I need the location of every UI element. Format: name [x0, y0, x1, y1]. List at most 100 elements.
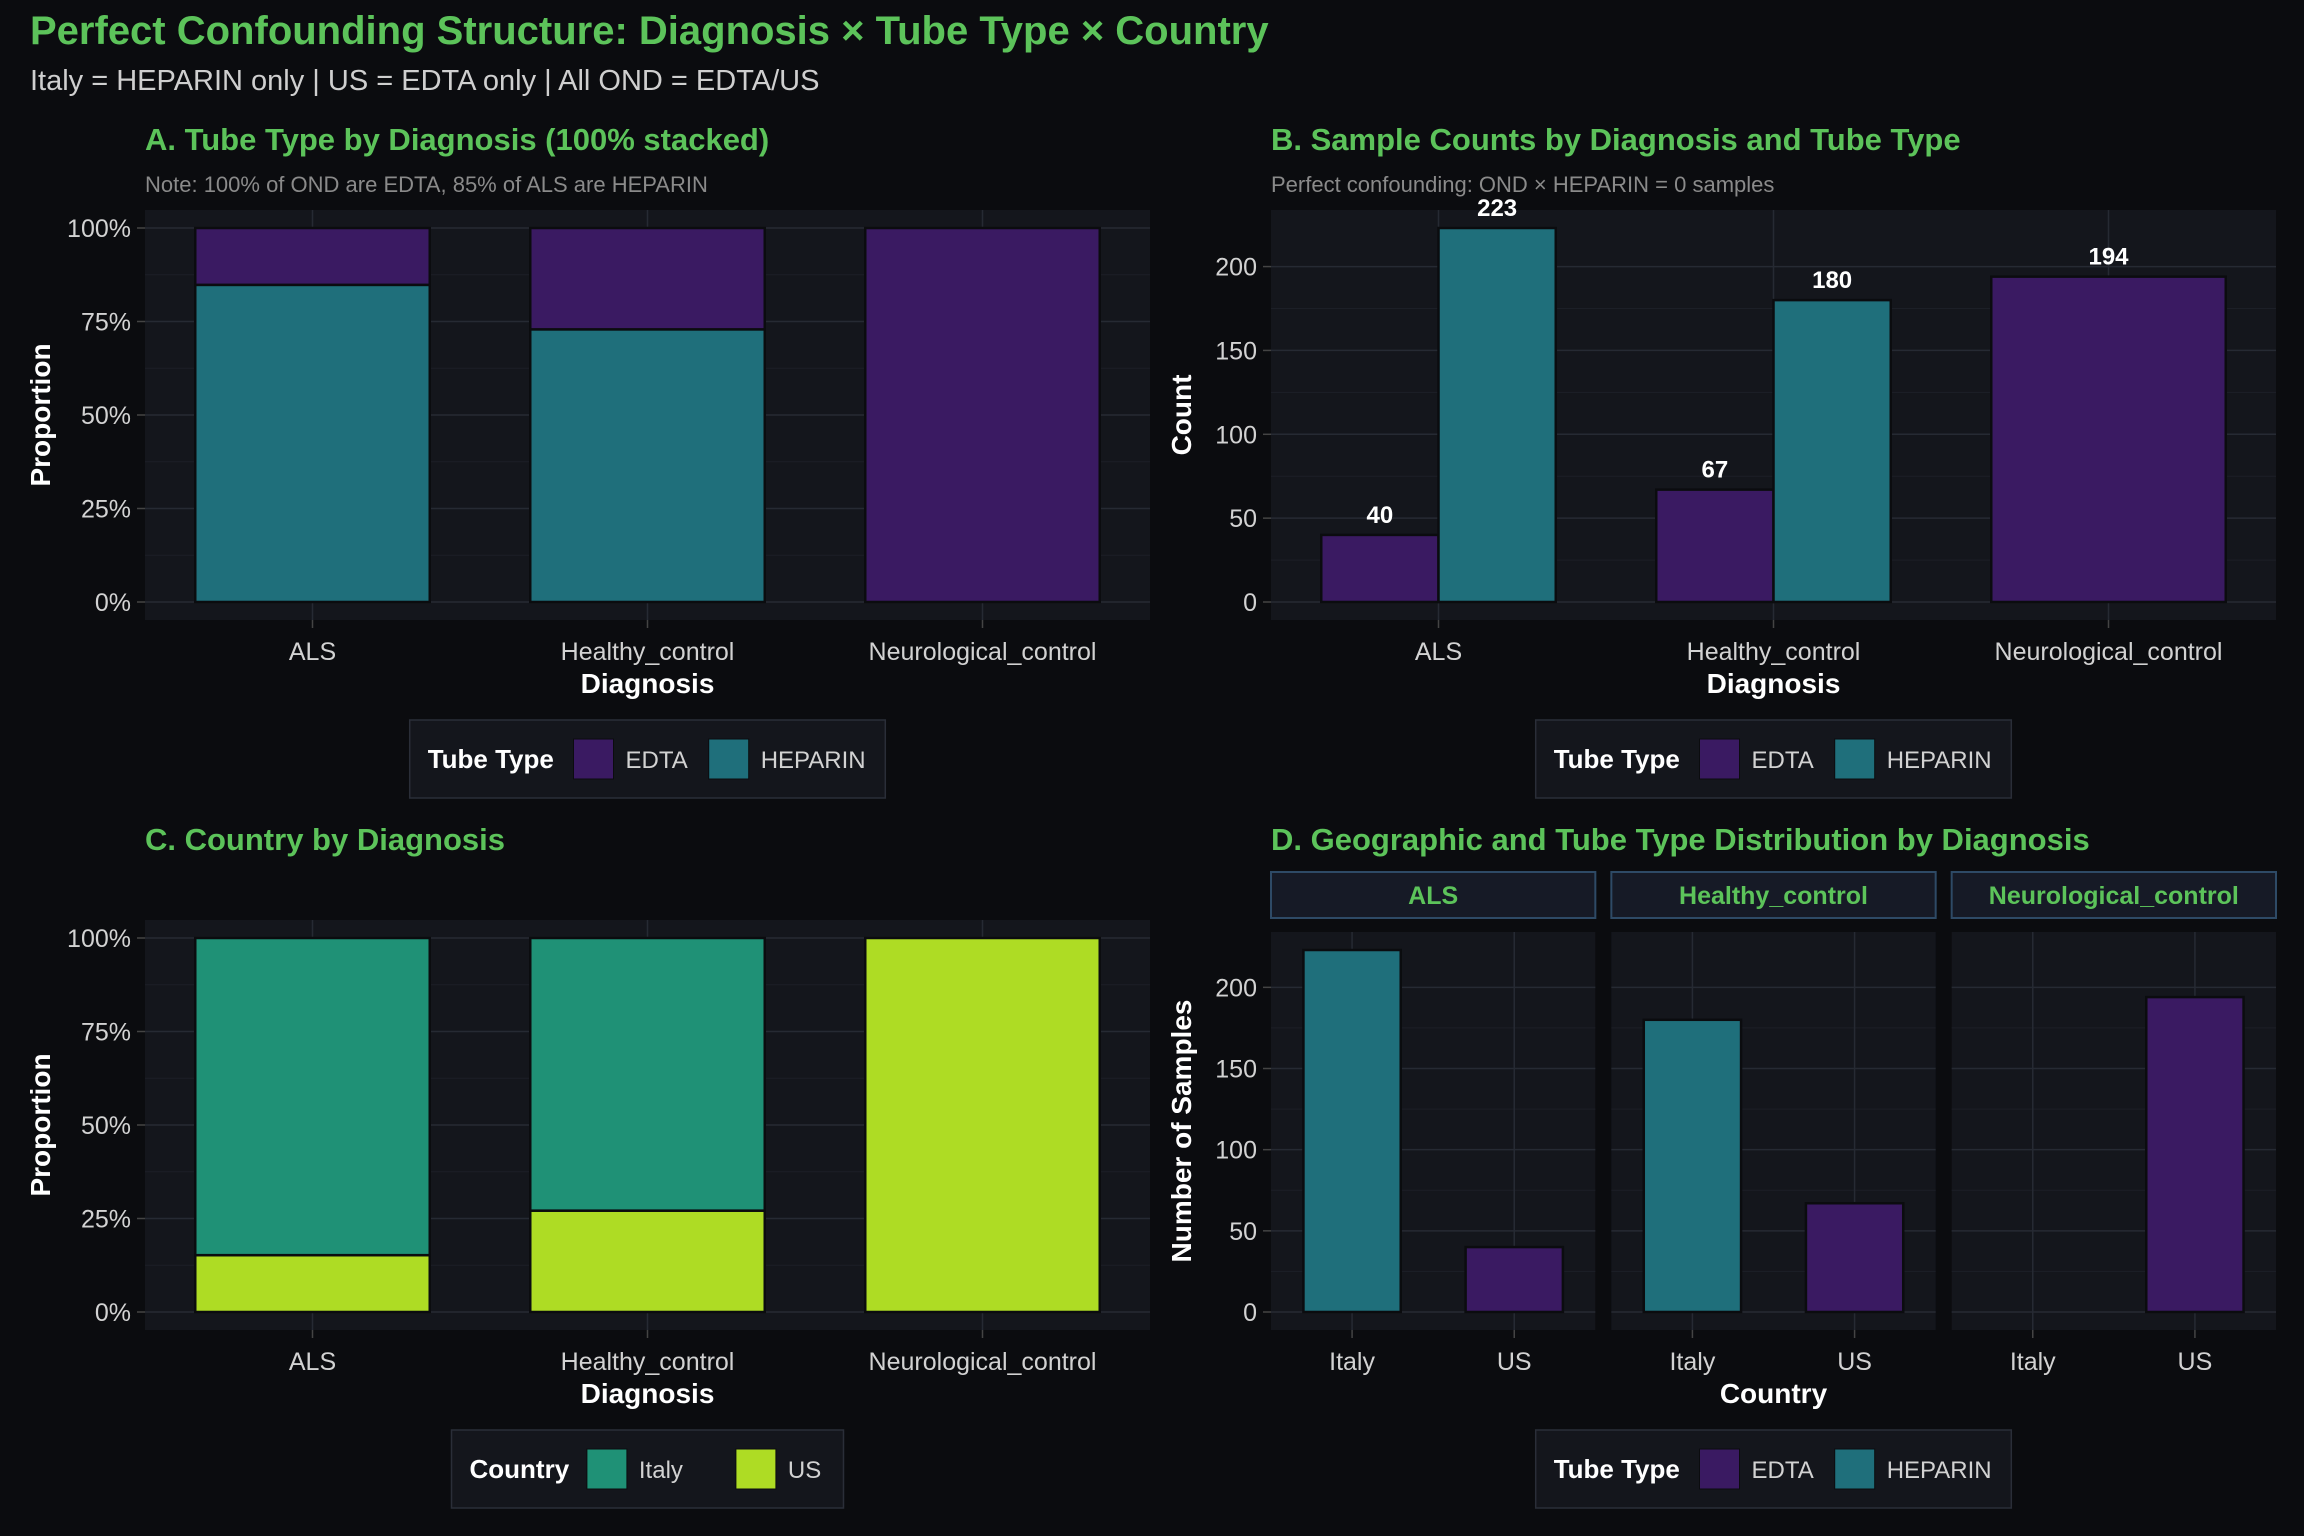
legend-label-italy: Italy	[639, 1457, 683, 1484]
bar-italy-healthy_control	[529, 936, 766, 1212]
bar-italy	[1642, 1018, 1743, 1314]
bar-heparin-als	[194, 283, 431, 604]
x-tick-label: US	[1497, 1348, 1532, 1376]
x-tick-label: ALS	[1415, 638, 1462, 666]
facet-strip-label: Neurological_control	[1989, 882, 2239, 910]
y-tick-label: 50%	[81, 402, 131, 430]
x-tick-label: ALS	[289, 638, 336, 666]
facet-strip	[1950, 871, 2277, 919]
facet-healthy_control: Healthy_control Italy US	[1610, 871, 1937, 1376]
panel-title: A. Tube Type by Diagnosis (100% stacked)	[145, 122, 769, 157]
x-axis-title: Diagnosis	[581, 668, 715, 699]
bar-us-healthy_control	[529, 1209, 766, 1314]
data-label: 223	[1477, 195, 1517, 222]
y-tick-label: 100	[1215, 421, 1257, 449]
figure-subtitle: Italy = HEPARIN only | US = EDTA only | …	[30, 65, 819, 97]
x-tick-label: Neurological_control	[869, 638, 1097, 666]
legend-label-edta: EDTA	[626, 747, 688, 774]
legend-swatch-edta	[1699, 1448, 1740, 1490]
facet-als: ALS Italy US	[1270, 871, 1597, 1376]
facet-strip-label: Healthy_control	[1679, 882, 1868, 910]
y-axis-title: Proportion	[25, 343, 56, 486]
bar-italy-als	[194, 936, 431, 1257]
bar-heparin-healthy_control	[1772, 298, 1892, 604]
y-axis-title: Number of Samples	[1166, 1000, 1197, 1263]
panel-c: C. Country by Diagnosis 0% 25% 50% 75% 100% AL…	[25, 822, 1150, 1509]
y-tick-label: 100%	[67, 215, 131, 243]
y-tick-label: 25%	[81, 1206, 131, 1234]
y-tick-label: 200	[1215, 974, 1257, 1002]
y-tick-label: 200	[1215, 254, 1257, 282]
panel-a: A. Tube Type by Diagnosis (100% stacked)…	[25, 122, 1150, 799]
facet-strip	[1270, 871, 1597, 919]
legend-box	[1534, 1429, 2013, 1509]
y-axis-title: Proportion	[25, 1053, 56, 1196]
x-tick-label: US	[2178, 1348, 2213, 1376]
x-tick-label: Neurological_control	[869, 1348, 1097, 1376]
legend-swatch-heparin	[1834, 1448, 1876, 1490]
y-tick-label: 0%	[95, 589, 131, 617]
panel-subtitle: Note: 100% of OND are EDTA, 85% of ALS a…	[145, 172, 708, 197]
bar-edta-neurological_control	[864, 226, 1101, 604]
legend-box	[408, 719, 887, 799]
legend-swatch-edta	[573, 738, 614, 780]
bar-us	[1804, 1201, 1905, 1314]
figure-title: Perfect Confounding Structure: Diagnosis…	[30, 9, 1269, 53]
bar-us-neurological_control	[864, 936, 1101, 1314]
y-tick-label: 75%	[81, 1019, 131, 1047]
bar-heparin-healthy_control	[529, 328, 766, 604]
data-label: 40	[1367, 502, 1394, 529]
data-label: 194	[2088, 244, 2129, 271]
y-tick-label: 0	[1243, 589, 1257, 617]
x-axis-title: Country	[1720, 1378, 1828, 1409]
legend-swatch-italy	[586, 1448, 628, 1490]
bar-edta-neurological_control	[1990, 275, 2227, 604]
legend-title: Tube Type	[1554, 1454, 1680, 1484]
data-label: 180	[1812, 267, 1852, 294]
legend-swatch-heparin	[708, 738, 750, 780]
bar-heparin-als	[1437, 226, 1557, 604]
bar-us-als	[194, 1253, 431, 1314]
bar-edta-als	[194, 226, 431, 287]
panels: A. Tube Type by Diagnosis (100% stacked)…	[25, 122, 2277, 1509]
panel-title: B. Sample Counts by Diagnosis and Tube T…	[1271, 122, 1961, 157]
panel-title: D. Geographic and Tube Type Distribution…	[1271, 822, 2090, 857]
bar-us	[1464, 1245, 1565, 1314]
y-tick-label: 150	[1215, 337, 1257, 365]
x-axis-title: Diagnosis	[1707, 668, 1841, 699]
legend-label-heparin: HEPARIN	[1887, 1457, 1992, 1484]
legend-title: Tube Type	[1554, 744, 1680, 774]
facet-strip-label: ALS	[1408, 882, 1458, 910]
legend-swatch-us	[735, 1448, 777, 1490]
facet-strip	[1610, 871, 1937, 919]
legend-label-heparin: HEPARIN	[761, 747, 866, 774]
panel-title: C. Country by Diagnosis	[145, 822, 505, 857]
x-tick-label: Italy	[1669, 1348, 1715, 1376]
legend-box	[1534, 719, 2013, 799]
x-tick-label: Healthy_control	[561, 638, 735, 666]
x-tick-label: Italy	[1329, 1348, 1375, 1376]
y-tick-label: 75%	[81, 309, 131, 337]
y-tick-label: 100	[1215, 1137, 1257, 1165]
x-tick-label: Italy	[2010, 1348, 2056, 1376]
y-tick-label: 50	[1229, 1218, 1257, 1246]
legend-label-edta: EDTA	[1752, 1457, 1814, 1484]
legend-swatch-edta	[1699, 738, 1740, 780]
bar-italy	[1302, 948, 1402, 1314]
y-tick-label: 50	[1229, 505, 1257, 533]
panel-subtitle: Perfect confounding: OND × HEPARIN = 0 s…	[1271, 172, 1774, 197]
bar-edta-als	[1320, 533, 1440, 604]
x-tick-label: Healthy_control	[1687, 638, 1861, 666]
y-tick-label: 0	[1243, 1299, 1257, 1327]
legend-title: Country	[470, 1454, 570, 1484]
legend-label-us: US	[788, 1457, 821, 1484]
panel-b: B. Sample Counts by Diagnosis and Tube T…	[1166, 122, 2276, 799]
y-tick-label: 50%	[81, 1112, 131, 1140]
y-tick-label: 25%	[81, 496, 131, 524]
data-label: 67	[1702, 457, 1729, 484]
x-axis-title: Diagnosis	[581, 1378, 715, 1409]
legend-title: Tube Type	[428, 744, 554, 774]
y-tick-label: 0%	[95, 1299, 131, 1327]
x-tick-label: Healthy_control	[561, 1348, 735, 1376]
